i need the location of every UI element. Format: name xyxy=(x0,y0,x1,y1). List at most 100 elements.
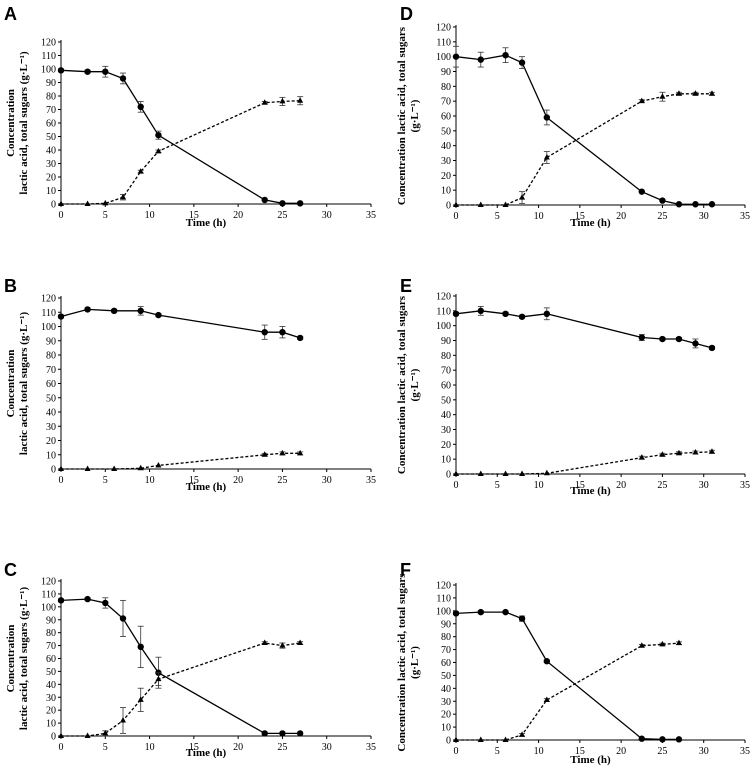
data-point xyxy=(477,307,484,315)
data-point xyxy=(296,200,304,207)
data-point xyxy=(675,90,682,96)
data-point xyxy=(502,51,509,59)
data-point xyxy=(659,335,666,343)
data-point xyxy=(261,329,268,336)
data-point xyxy=(119,615,127,622)
x-tick-label: 30 xyxy=(322,210,332,221)
y-axis-label: Concentration xyxy=(5,89,17,157)
data-point xyxy=(279,329,286,336)
data-point xyxy=(453,470,459,476)
data-point xyxy=(543,154,550,160)
y-tick-label: 50 xyxy=(46,667,56,678)
panel-letter: B xyxy=(4,276,17,296)
data-point xyxy=(155,461,162,468)
data-point xyxy=(659,736,666,743)
y-tick-label: 100 xyxy=(436,606,451,617)
series-total-sugars xyxy=(452,608,683,743)
y-tick-label: 100 xyxy=(41,65,56,76)
data-point xyxy=(708,344,716,352)
y-tick-label: 80 xyxy=(441,632,451,643)
y-tick-label: 110 xyxy=(41,51,56,62)
data-point xyxy=(84,732,91,738)
y-tick-label: 20 xyxy=(46,436,56,447)
data-point xyxy=(84,595,91,603)
y-tick-label: 100 xyxy=(436,321,451,332)
y-tick-label: 70 xyxy=(441,645,451,656)
series-lactic-acid xyxy=(453,90,715,207)
data-point xyxy=(692,201,699,208)
y-tick-label: 20 xyxy=(46,173,56,184)
series-line xyxy=(455,54,712,205)
y-axis-label: lactic acid, total sugars (g·L⁻¹) xyxy=(18,51,30,195)
y-tick-label: 0 xyxy=(446,201,451,212)
y-tick-label: 60 xyxy=(441,381,451,392)
y-tick-label: 70 xyxy=(441,97,451,108)
y-tick-label: 50 xyxy=(441,671,451,682)
data-point xyxy=(477,56,484,63)
data-point xyxy=(137,696,144,702)
y-tick-label: 20 xyxy=(46,706,56,717)
y-tick-label: 70 xyxy=(46,365,56,376)
y-axis-label: Concentration xyxy=(5,350,17,418)
data-point xyxy=(452,610,460,617)
x-tick-label: 0 xyxy=(59,742,64,753)
y-tick-label: 0 xyxy=(51,732,56,743)
x-tick-label: 5 xyxy=(495,211,500,222)
data-point xyxy=(659,93,666,99)
series-total-sugars xyxy=(57,65,304,207)
data-point xyxy=(543,469,550,476)
data-point xyxy=(675,201,683,208)
y-tick-label: 90 xyxy=(441,336,451,347)
y-axis-label: Concentration lactic acid, total sugars xyxy=(396,26,408,205)
y-tick-label: 20 xyxy=(441,440,451,451)
data-point xyxy=(279,200,286,207)
y-tick-label: 60 xyxy=(441,658,451,669)
x-tick-label: 35 xyxy=(366,210,376,221)
series-line xyxy=(60,69,301,204)
data-point xyxy=(477,608,484,616)
data-point xyxy=(502,310,509,317)
y-tick-label: 0 xyxy=(446,470,451,481)
data-point xyxy=(155,131,162,139)
data-point xyxy=(638,334,645,341)
panel-letter: C xyxy=(4,560,17,580)
x-tick-label: 35 xyxy=(740,480,750,491)
y-tick-label: 10 xyxy=(46,186,56,197)
series-line xyxy=(61,452,301,470)
data-point xyxy=(543,310,551,317)
y-tick-label: 10 xyxy=(441,723,451,734)
data-point xyxy=(58,200,64,206)
y-tick-label: 30 xyxy=(46,159,56,170)
y-tick-label: 90 xyxy=(441,619,451,630)
data-point xyxy=(119,75,127,82)
x-axis-label: Time (h) xyxy=(570,217,611,229)
x-tick-label: 25 xyxy=(657,746,667,757)
y-tick-label: 30 xyxy=(46,422,56,433)
y-tick-label: 50 xyxy=(46,132,56,143)
data-point xyxy=(261,451,268,457)
x-tick-label: 35 xyxy=(740,211,750,222)
x-tick-label: 0 xyxy=(59,475,64,486)
data-point xyxy=(692,90,699,96)
y-tick-label: 40 xyxy=(46,146,56,157)
data-point xyxy=(120,717,126,723)
data-point xyxy=(84,200,91,206)
y-tick-label: 50 xyxy=(441,126,451,137)
y-tick-label: 60 xyxy=(46,379,56,390)
chart-panel-d: D 0 10 20 30 40 50 60 70 80 90 100 110 120 0 5 10 15 20 25 3… xyxy=(396,4,750,229)
series-total-sugars xyxy=(452,305,716,352)
data-point xyxy=(102,599,109,607)
y-tick-label: 20 xyxy=(441,171,451,182)
chart-panel-b: B 0 10 20 30 40 50 60 70 80 90 100 110 120 0 5 10 15 20 25 3… xyxy=(4,276,376,493)
x-tick-label: 5 xyxy=(103,475,108,486)
data-point xyxy=(708,90,715,96)
x-axis-label: Time (h) xyxy=(186,481,227,493)
data-point xyxy=(518,59,526,66)
series-lactic-acid xyxy=(453,639,682,742)
y-axis-label: (g·L⁻¹) xyxy=(409,646,421,679)
data-point xyxy=(137,643,144,651)
data-point xyxy=(57,313,65,320)
series-line xyxy=(61,100,301,205)
